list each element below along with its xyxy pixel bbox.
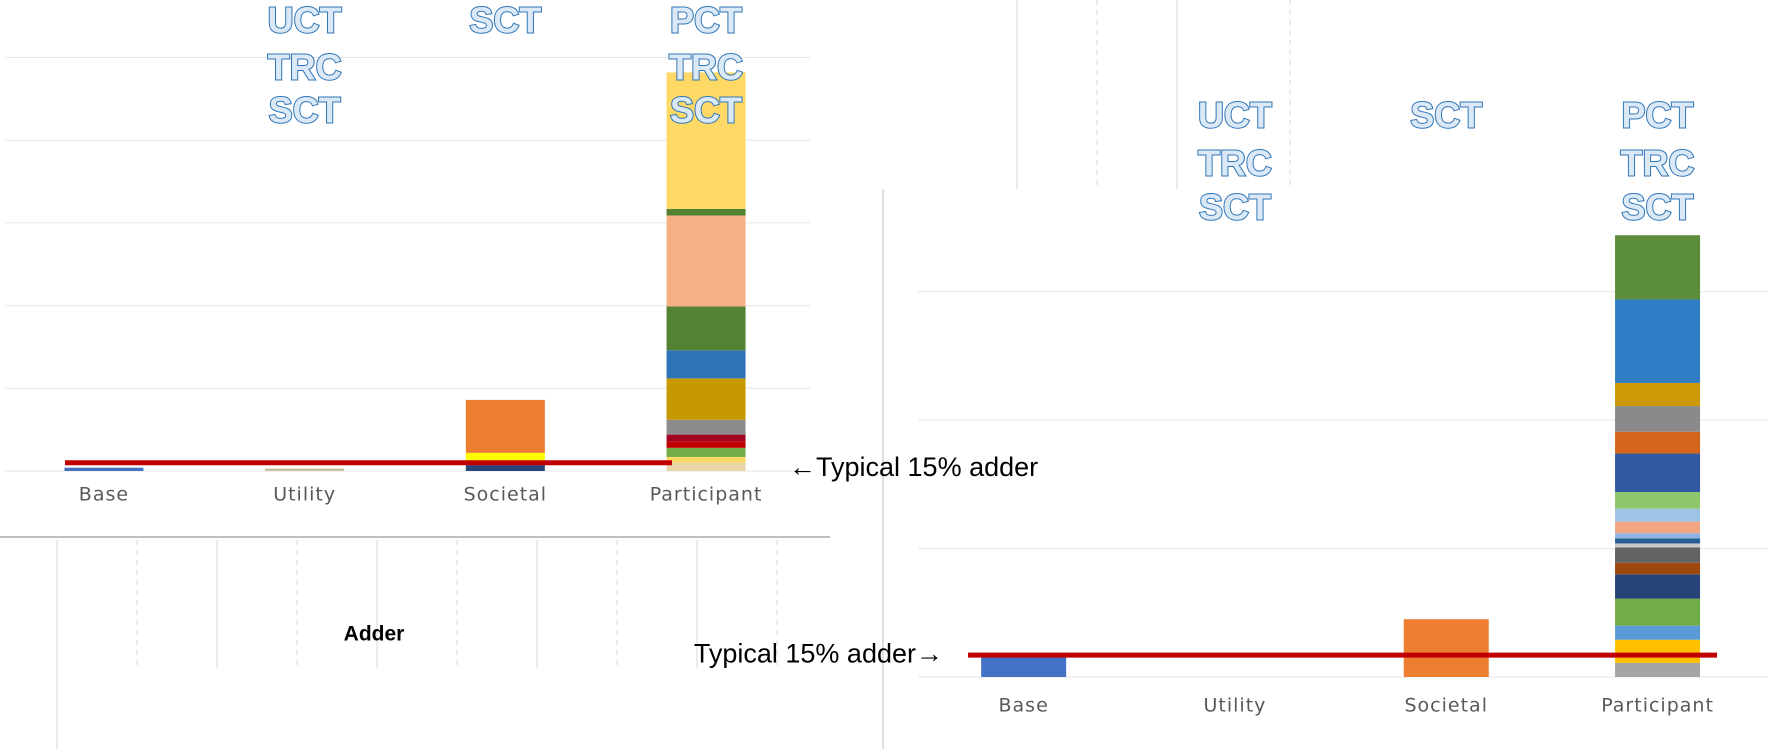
column-label: PCT [1622,95,1694,136]
column-label: SCT [1622,187,1694,228]
x-tick-label: Participant [650,484,763,506]
bar-segment [1615,543,1701,548]
bar-segment [1615,431,1701,454]
bar-segment [1615,299,1701,383]
bar-segment [1615,235,1701,300]
bar-segment [465,465,545,471]
bar-segment [265,468,345,471]
bar-segment [1615,639,1701,663]
column-label: PCT [670,0,742,41]
bar-segment [1615,382,1701,407]
bar-segment [666,419,746,435]
bar-segment [666,378,746,420]
bar-segment [1615,547,1701,563]
bar-segment [1615,662,1701,677]
bar-segment [981,655,1067,677]
x-axis-label: Adder [344,623,405,646]
bar-segment [666,306,746,351]
bar-segment [666,215,746,307]
bar-segment [1615,406,1701,432]
bar-segment [666,441,746,448]
bar-segment [1615,574,1701,599]
bar-segment [666,456,746,463]
column-label: TRC [268,47,342,88]
bar-segment [465,452,545,462]
bar-segment [1615,453,1701,493]
bar-segment [64,467,144,471]
column-label: SCT [469,0,541,41]
bar-segment [1615,538,1701,544]
column-label: SCT [269,90,341,131]
bar-segment [1615,598,1701,626]
frame [0,0,1291,749]
x-tick-label: Societal [1405,695,1488,717]
bar-segment [1615,533,1701,539]
x-tick-label: Participant [1601,695,1714,717]
column-label: TRC [669,47,743,88]
annotation: ←Typical 15% adder [789,452,1038,482]
bar-segment [1615,562,1701,575]
bar-segment [666,208,746,216]
column-label: UCT [268,0,342,41]
x-tick-label: Base [999,695,1049,717]
annotation: Typical 15% adder→ [694,638,943,668]
column-label: UCT [1198,95,1272,136]
column-label: SCT [1410,95,1482,136]
bar-segment [1615,625,1701,640]
x-tick-label: Utility [273,484,336,506]
bar-segment [666,447,746,457]
bar-segment [666,350,746,379]
bar-segment [1615,508,1701,522]
bar-segment [666,462,746,471]
column-label: TRC [1198,143,1272,184]
column-label: TRC [1621,143,1695,184]
bar-segment [666,434,746,442]
bar-segment [666,72,746,209]
bar-segment [1615,521,1701,534]
bar-segment [465,399,545,453]
column-label: SCT [670,90,742,131]
bar-segment [1615,492,1701,509]
x-tick-label: Base [79,484,129,506]
x-tick-label: Societal [464,484,547,506]
column-label: SCT [1199,187,1271,228]
bar-segment [1403,619,1489,677]
x-tick-label: Utility [1204,695,1267,717]
